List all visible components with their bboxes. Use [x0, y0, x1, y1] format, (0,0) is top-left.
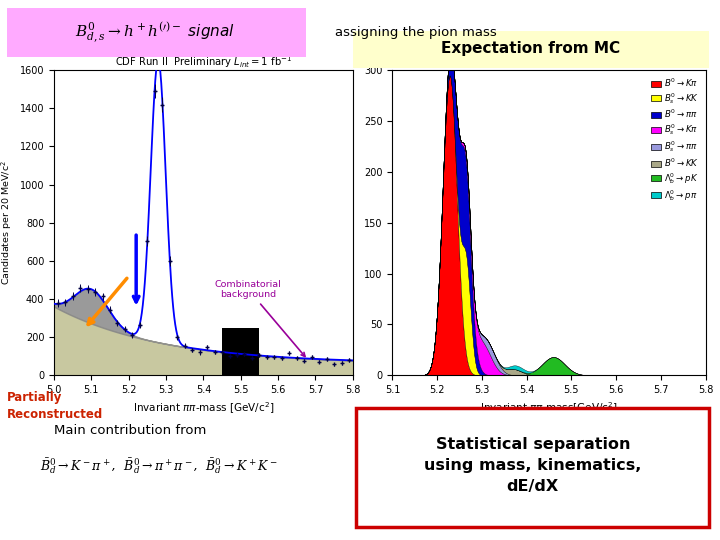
Text: Main contribution from: Main contribution from [54, 424, 207, 437]
Text: Statistical separation
using mass, kinematics,
dE/dX: Statistical separation using mass, kinem… [424, 437, 642, 494]
Y-axis label: Candidates per 20 MeV/c$^2$: Candidates per 20 MeV/c$^2$ [0, 160, 14, 285]
X-axis label: Invariant $\pi\pi$-mass [GeV/c$^2$]: Invariant $\pi\pi$-mass [GeV/c$^2$] [132, 401, 274, 416]
Legend: $B^0 \rightarrow K\pi$, $B^0_s \rightarrow KK$, $B^0 \rightarrow \pi\pi$, $B^0_s: $B^0 \rightarrow K\pi$, $B^0_s \rightarr… [649, 75, 701, 205]
Text: Combinatorial
background: Combinatorial background [215, 280, 305, 356]
Title: CDF Run II  Preliminary $L_{int}=1$ fb$^{-1}$: CDF Run II Preliminary $L_{int}=1$ fb$^{… [114, 54, 292, 70]
Text: Expectation from MC: Expectation from MC [441, 41, 620, 56]
Text: $\bar{B}^0_d \rightarrow K^-\pi^+$,  $\bar{B}^0_d \rightarrow \pi^+\pi^-$,  $\ba: $\bar{B}^0_d \rightarrow K^-\pi^+$, $\ba… [40, 456, 277, 476]
X-axis label: Invariant $\pi\pi$ mass[GeV/c$^2$]: Invariant $\pi\pi$ mass[GeV/c$^2$] [480, 401, 618, 416]
Bar [222, 328, 259, 375]
Text: Partially
Reconstructed: Partially Reconstructed [7, 392, 104, 421]
Text: assigning the pion mass: assigning the pion mass [335, 26, 497, 39]
Text: $B^0_{d,s} \rightarrow h^+h^{(\prime)-}$ signal: $B^0_{d,s} \rightarrow h^+h^{(\prime)-}$… [75, 20, 235, 45]
